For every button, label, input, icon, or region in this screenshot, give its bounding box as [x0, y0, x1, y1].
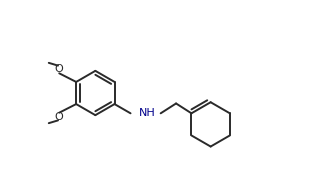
Text: O: O — [55, 112, 64, 122]
Text: NH: NH — [139, 108, 156, 118]
Text: O: O — [55, 64, 64, 74]
